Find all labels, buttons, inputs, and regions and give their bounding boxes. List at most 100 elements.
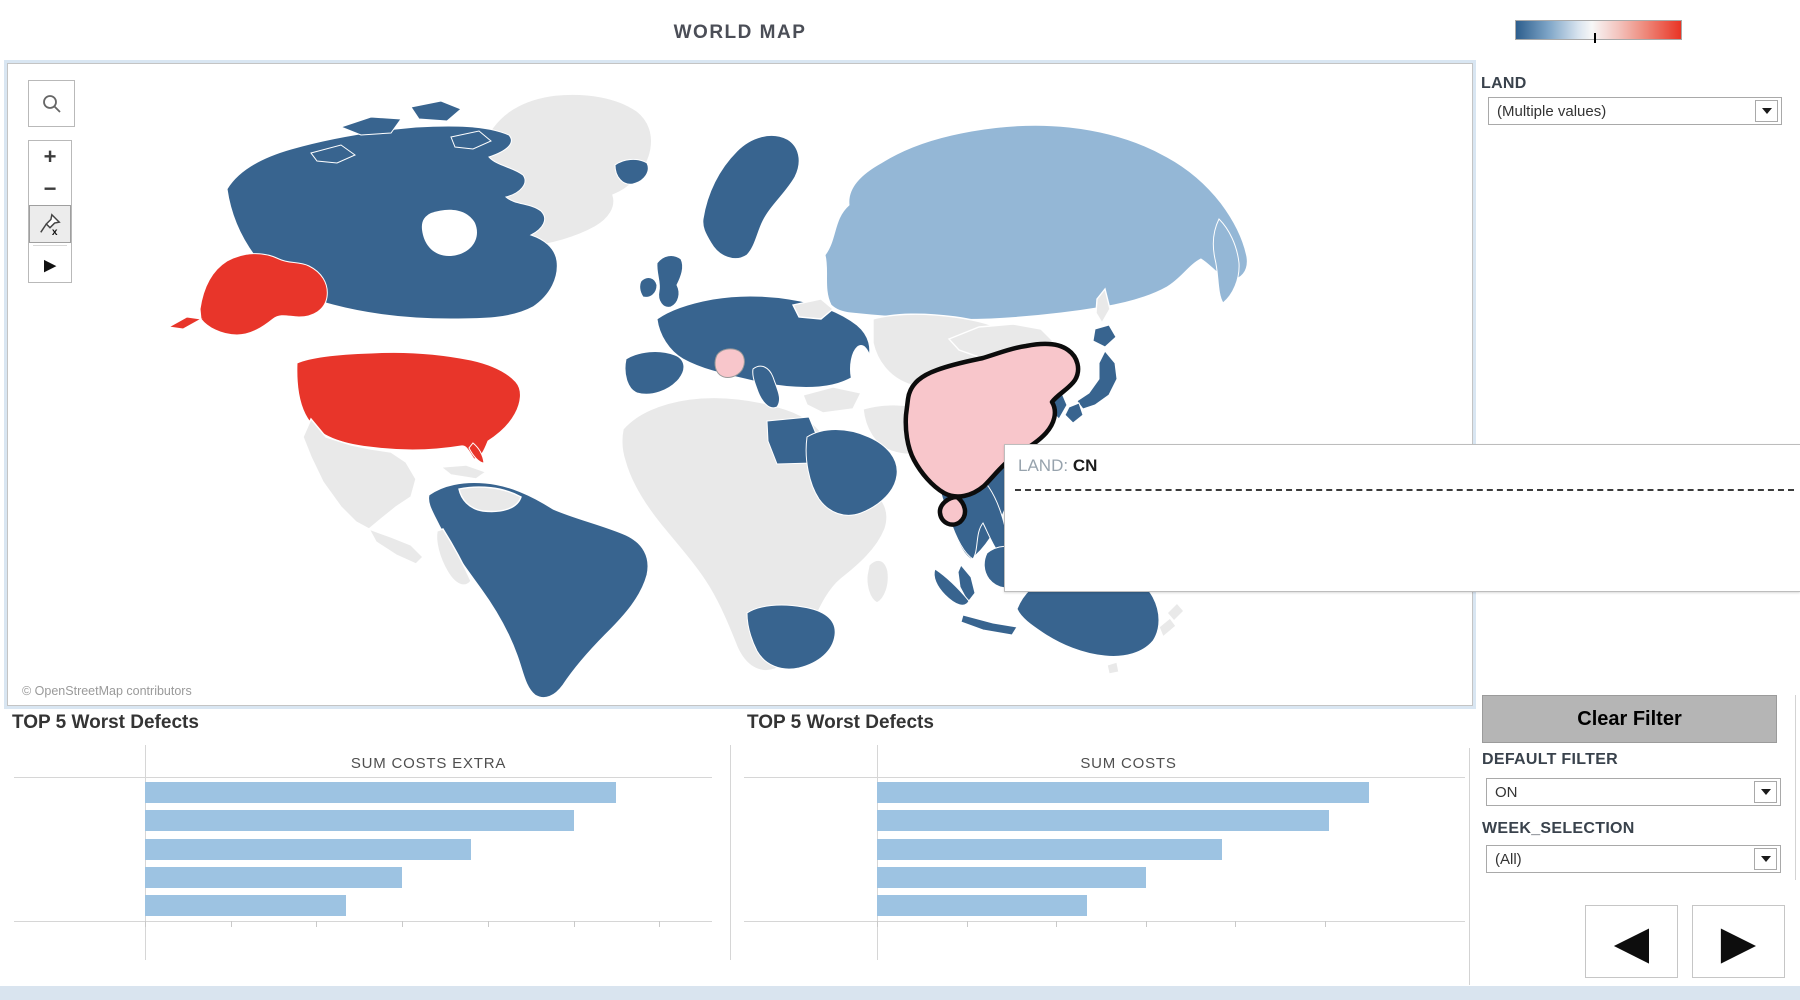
chart-divider — [730, 745, 731, 960]
arctic-island[interactable] — [310, 144, 357, 164]
unpin-button[interactable]: x — [29, 205, 71, 243]
alaska-peninsula[interactable] — [167, 316, 203, 330]
sumatra[interactable] — [933, 568, 970, 606]
land-filter-dropdown[interactable]: (Multiple values) — [1488, 97, 1782, 125]
arctic-island[interactable] — [410, 100, 462, 122]
zoom-out-button[interactable]: − — [29, 173, 71, 205]
previous-page-button[interactable]: ◀ — [1585, 905, 1678, 978]
land-filter-value: (Multiple values) — [1497, 102, 1607, 120]
japan-kyushu[interactable] — [1064, 402, 1084, 424]
map-zoom-controls[interactable]: + − x ▶ — [28, 140, 72, 283]
left-chart-pane[interactable] — [145, 745, 712, 960]
panel-divider — [1469, 748, 1470, 985]
country-mexico[interactable] — [302, 417, 417, 530]
default-filter-value: ON — [1495, 783, 1518, 801]
axis-tick — [967, 921, 968, 927]
week-selection-dropdown[interactable]: (All) — [1486, 845, 1781, 873]
legend-marker[interactable] — [1593, 33, 1596, 43]
left-chart-column-header[interactable]: SUM COSTS EXTRA — [350, 755, 507, 772]
country-uk[interactable] — [656, 255, 684, 308]
country-usa-alaska[interactable] — [199, 253, 328, 336]
bar-mark[interactable] — [877, 782, 1369, 803]
japan-honshu[interactable] — [1076, 350, 1118, 410]
svg-text:x: x — [52, 227, 58, 236]
country-south-africa[interactable] — [746, 604, 836, 670]
country-china-south-lobe[interactable] — [937, 494, 968, 527]
country-turkey[interactable] — [802, 386, 863, 414]
default-filter-dropdown[interactable]: ON — [1486, 778, 1781, 806]
right-chart-axis-line — [744, 921, 1465, 922]
world-map[interactable] — [11, 67, 1469, 702]
right-chart-column-header[interactable]: SUM COSTS — [1080, 755, 1177, 772]
central-america[interactable] — [367, 527, 424, 565]
bar-mark[interactable] — [145, 838, 471, 860]
arctic-island[interactable] — [339, 116, 402, 136]
country-madagascar[interactable] — [866, 559, 890, 604]
country-usa[interactable] — [296, 351, 521, 460]
tooltip-separator — [1015, 489, 1794, 491]
bar-mark[interactable] — [145, 895, 346, 917]
country-germany[interactable] — [714, 348, 745, 378]
country-ireland[interactable] — [639, 277, 658, 298]
country-saudi-arabia[interactable] — [805, 429, 898, 516]
bar-mark[interactable] — [877, 810, 1329, 832]
map-search-button[interactable] — [28, 80, 75, 127]
pan-right-button[interactable]: ▶ — [29, 248, 71, 282]
zoom-in-button[interactable]: + — [29, 141, 71, 173]
continent-north-america[interactable] — [167, 93, 653, 565]
right-chart-title: TOP 5 Worst Defects — [747, 712, 934, 733]
map-attribution[interactable]: © OpenStreetMap contributors — [22, 684, 192, 698]
next-page-button[interactable]: ▶ — [1692, 905, 1785, 978]
baltic-states[interactable] — [791, 298, 835, 320]
java[interactable] — [960, 614, 1018, 636]
world-map-panel[interactable] — [7, 63, 1473, 706]
scandinavia[interactable] — [702, 135, 800, 259]
country-china-selected[interactable] — [903, 341, 1081, 499]
bar-mark[interactable] — [145, 810, 574, 832]
bar-mark[interactable] — [877, 866, 1146, 888]
country-brazil-argentina[interactable] — [428, 482, 649, 699]
country-iceland[interactable] — [614, 158, 649, 185]
country-venezuela[interactable] — [458, 486, 522, 513]
continent-europe[interactable] — [614, 135, 871, 409]
florida[interactable] — [468, 442, 485, 464]
land-filter-label: LAND — [1481, 75, 1527, 92]
left-chart-header-line — [14, 777, 712, 778]
bar-mark[interactable] — [145, 782, 616, 803]
bar-mark[interactable] — [877, 895, 1087, 917]
page-title: WORLD MAP — [673, 22, 807, 43]
right-chart-pane[interactable] — [877, 745, 1380, 960]
continent-south-america[interactable] — [428, 482, 649, 699]
chevron-down-icon[interactable] — [1754, 848, 1777, 870]
bar-mark[interactable] — [145, 866, 402, 888]
country-italy[interactable] — [752, 365, 780, 409]
kamchatka[interactable] — [1212, 218, 1240, 304]
axis-tick — [659, 921, 660, 927]
tooltip-field-label: LAND: — [1018, 456, 1069, 475]
tasmania[interactable] — [1106, 661, 1120, 675]
pushpin-x-icon: x — [40, 213, 61, 236]
sakhalin[interactable] — [1095, 287, 1111, 325]
clear-filter-button[interactable]: Clear Filter — [1482, 695, 1777, 743]
country-russia[interactable] — [824, 124, 1248, 321]
continent-asia[interactable] — [802, 124, 1248, 636]
great-lakes — [391, 335, 439, 353]
arctic-island[interactable] — [450, 130, 492, 150]
axis-tick — [402, 921, 403, 927]
country-cuba[interactable] — [439, 464, 488, 480]
toolbar-divider — [33, 245, 67, 246]
new-zealand-south[interactable] — [1158, 616, 1177, 639]
map-tooltip: LAND: CN — [1004, 444, 1800, 592]
country-peru[interactable] — [435, 528, 472, 586]
axis-tick — [1146, 921, 1147, 927]
chevron-down-icon[interactable] — [1754, 781, 1777, 803]
country-spain[interactable] — [624, 351, 685, 395]
bar-mark[interactable] — [877, 838, 1222, 860]
axis-tick — [488, 921, 489, 927]
chevron-down-icon[interactable] — [1755, 100, 1778, 122]
week-selection-label: WEEK_SELECTION — [1482, 820, 1635, 837]
new-zealand-north[interactable] — [1166, 601, 1185, 623]
bottom-scrollbar-strip[interactable] — [0, 986, 1800, 1000]
color-gradient-legend[interactable] — [1515, 20, 1682, 43]
japan-hokkaido[interactable] — [1092, 324, 1117, 348]
